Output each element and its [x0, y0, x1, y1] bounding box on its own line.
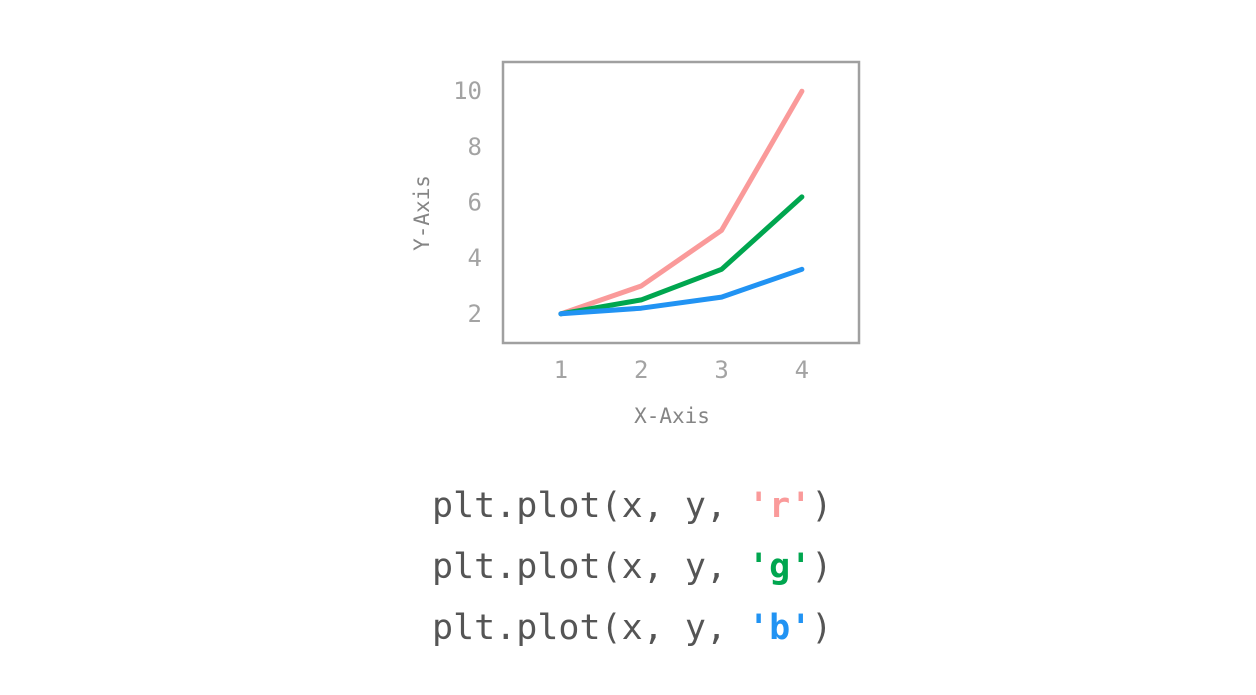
code-color-arg: 'r': [748, 486, 812, 526]
code-color-arg: 'b': [748, 608, 812, 648]
code-suffix: ): [811, 608, 833, 648]
code-color-arg: 'g': [748, 547, 812, 587]
code-suffix: ): [811, 547, 833, 587]
code-line: plt.plot(x, y, 'r'): [432, 476, 832, 537]
code-line: plt.plot(x, y, 'g'): [432, 537, 832, 598]
y-tick-label: 4: [468, 244, 482, 272]
y-tick-label: 10: [453, 77, 482, 105]
code-block: plt.plot(x, y, 'r') plt.plot(x, y, 'g') pl…: [432, 476, 832, 659]
x-tick-label: 4: [795, 356, 809, 384]
series-line-2: [558, 266, 805, 317]
y-tick-label: 2: [468, 300, 482, 328]
y-axis-label: Y-Axis: [410, 175, 434, 251]
code-prefix: plt.plot(x, y,: [432, 608, 749, 648]
x-tick-label: 2: [634, 356, 648, 384]
line-chart: 1 2 3 4 2 4 6 8 10 X-Axis Y-Axis: [410, 60, 861, 428]
series-line-0: [558, 88, 805, 317]
code-prefix: plt.plot(x, y,: [432, 547, 749, 587]
code-line: plt.plot(x, y, 'b'): [432, 598, 832, 659]
series-line-1: [558, 194, 805, 317]
code-suffix: ): [811, 486, 833, 526]
x-tick-label: 3: [714, 356, 728, 384]
code-prefix: plt.plot(x, y,: [432, 486, 749, 526]
x-tick-label: 1: [554, 356, 568, 384]
plot-frame: [501, 60, 861, 345]
x-axis-label: X-Axis: [634, 404, 710, 428]
y-tick-label: 8: [468, 133, 482, 161]
y-tick-label: 6: [468, 189, 482, 217]
